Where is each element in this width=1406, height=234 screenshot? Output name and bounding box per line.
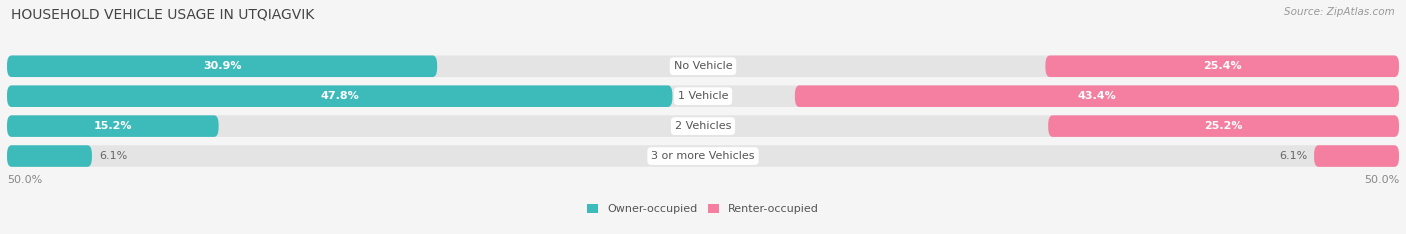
- FancyBboxPatch shape: [7, 55, 437, 77]
- Text: Source: ZipAtlas.com: Source: ZipAtlas.com: [1284, 7, 1395, 17]
- FancyBboxPatch shape: [794, 85, 1399, 107]
- FancyBboxPatch shape: [7, 85, 672, 107]
- Text: 15.2%: 15.2%: [94, 121, 132, 131]
- FancyBboxPatch shape: [1049, 115, 1399, 137]
- FancyBboxPatch shape: [1315, 145, 1399, 167]
- FancyBboxPatch shape: [7, 145, 1399, 167]
- FancyBboxPatch shape: [7, 145, 91, 167]
- Text: 6.1%: 6.1%: [98, 151, 127, 161]
- Text: 50.0%: 50.0%: [7, 175, 42, 185]
- FancyBboxPatch shape: [7, 55, 1399, 77]
- Text: 25.2%: 25.2%: [1205, 121, 1243, 131]
- Text: 50.0%: 50.0%: [1364, 175, 1399, 185]
- FancyBboxPatch shape: [1046, 55, 1399, 77]
- Text: No Vehicle: No Vehicle: [673, 61, 733, 71]
- FancyBboxPatch shape: [7, 115, 1399, 137]
- Text: 30.9%: 30.9%: [202, 61, 242, 71]
- Legend: Owner-occupied, Renter-occupied: Owner-occupied, Renter-occupied: [582, 200, 824, 219]
- Text: 43.4%: 43.4%: [1077, 91, 1116, 101]
- Text: 2 Vehicles: 2 Vehicles: [675, 121, 731, 131]
- Text: 1 Vehicle: 1 Vehicle: [678, 91, 728, 101]
- FancyBboxPatch shape: [7, 115, 218, 137]
- Text: 6.1%: 6.1%: [1279, 151, 1308, 161]
- Text: 47.8%: 47.8%: [321, 91, 359, 101]
- FancyBboxPatch shape: [7, 85, 1399, 107]
- Text: 3 or more Vehicles: 3 or more Vehicles: [651, 151, 755, 161]
- Text: 25.4%: 25.4%: [1204, 61, 1241, 71]
- Text: HOUSEHOLD VEHICLE USAGE IN UTQIAGVIK: HOUSEHOLD VEHICLE USAGE IN UTQIAGVIK: [11, 7, 315, 21]
